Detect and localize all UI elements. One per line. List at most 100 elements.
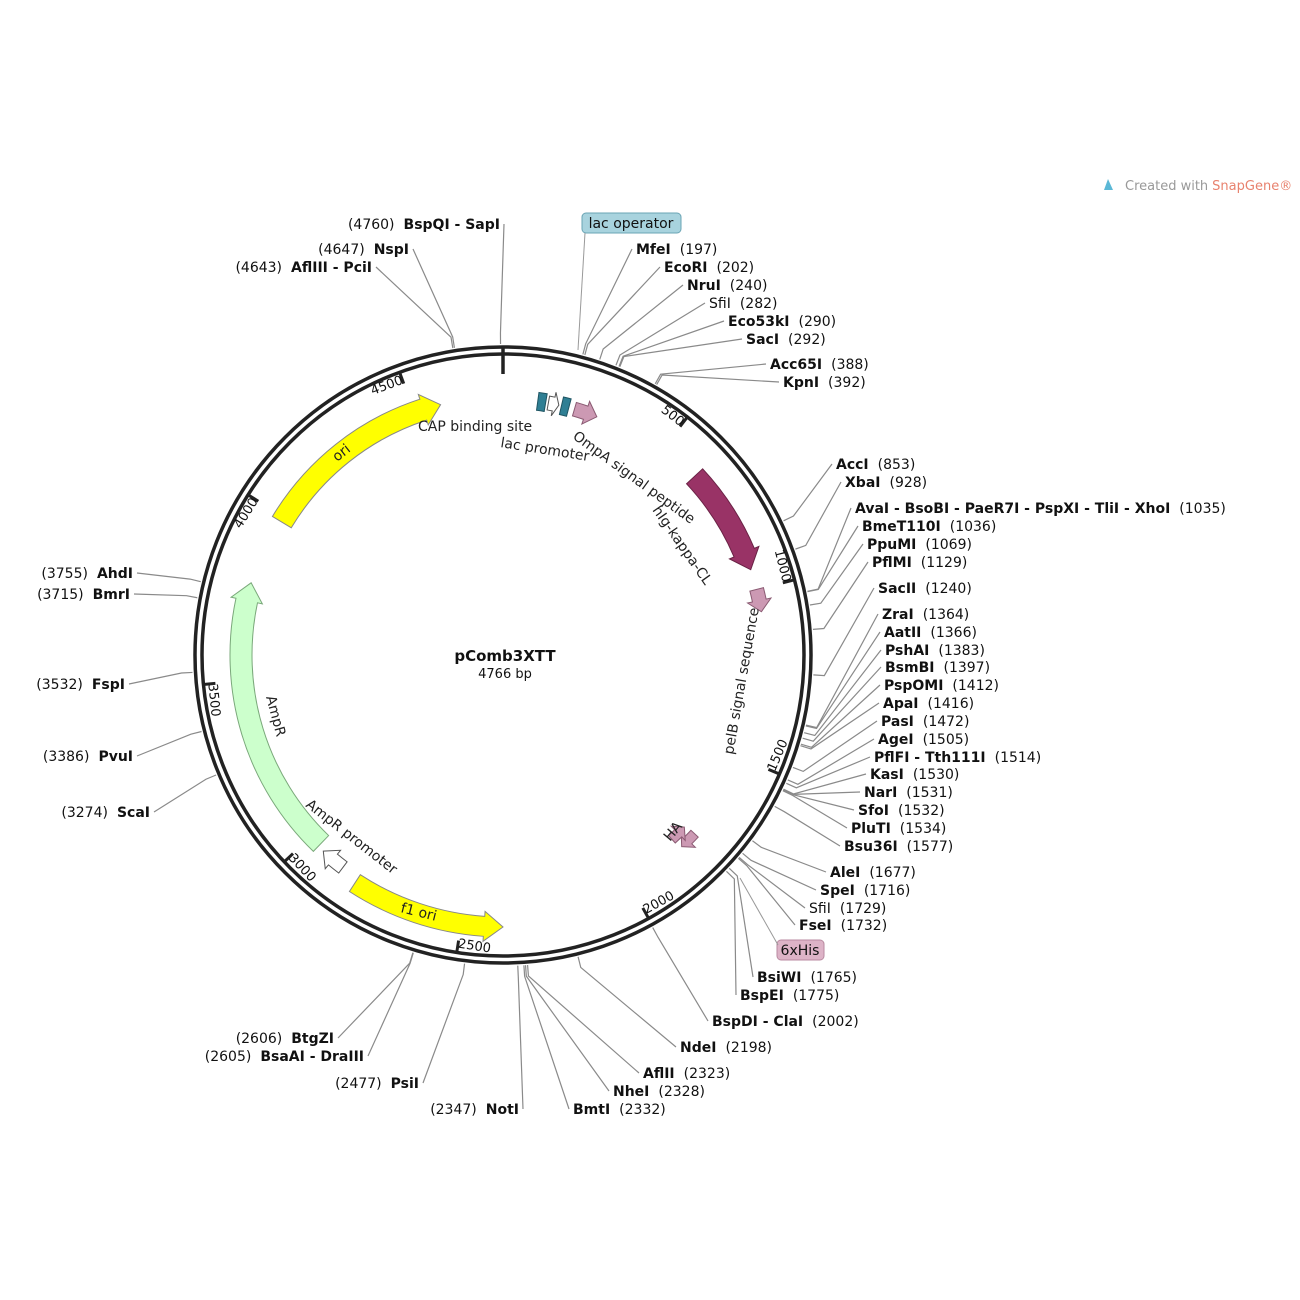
site-label: NruI (240) (687, 278, 767, 294)
site-name: SfiI (709, 296, 731, 312)
site-name: AflII (643, 1066, 675, 1082)
restriction-site: NdeI (2198) (680, 1040, 772, 1056)
restriction-site: SpeI (1716) (820, 883, 910, 899)
restriction-site: SacII (1240) (878, 581, 972, 597)
site-position: (292) (788, 332, 826, 348)
restriction-site: PshAI (1383) (885, 643, 985, 659)
site-label: Bsu36I (1577) (844, 839, 953, 855)
site-position: (1416) (928, 696, 975, 712)
site-connector (499, 223, 505, 345)
site-label: PshAI (1383) (885, 643, 985, 659)
site-position: (1240) (925, 581, 972, 597)
site-position: (1035) (1179, 501, 1226, 517)
restriction-site: (2605) BsaAI - DraIII (205, 1049, 364, 1065)
site-connector (619, 338, 743, 367)
watermark: Created with SnapGene® (1104, 179, 1292, 194)
site-position: (290) (798, 314, 836, 330)
site-label: PasI (1472) (881, 714, 969, 730)
restriction-site: PflFI - Tth111I (1514) (874, 750, 1041, 766)
site-name: BsiWI (757, 970, 801, 986)
site-connector (412, 248, 456, 348)
site-name: BmtI (573, 1102, 610, 1118)
restriction-site: AflII (2323) (643, 1066, 730, 1082)
site-name: Acc65I (770, 357, 822, 373)
site-connector (367, 952, 414, 1057)
site-name: NdeI (680, 1040, 716, 1056)
site-position: (2332) (619, 1102, 666, 1118)
site-label: (2477) PsiI (335, 1076, 419, 1092)
site-position: (1412) (952, 678, 999, 694)
site-name: AleI (830, 865, 860, 881)
site-connector (752, 840, 827, 873)
site-position: (2002) (812, 1014, 859, 1030)
feature-label: CAP binding site (418, 419, 532, 435)
restriction-site: PspOMI (1412) (884, 678, 999, 694)
site-position: (1729) (840, 901, 887, 917)
site-label: AflII (2323) (643, 1066, 730, 1082)
feature-tag: lac operator (589, 216, 674, 232)
site-connector (618, 320, 725, 367)
site-connector (802, 666, 882, 742)
site-name: BspDI - ClaI (712, 1014, 803, 1030)
site-labels: (4760) BspQI - SapI (4647) NspI (4643) AflIII… (36, 217, 1226, 1118)
site-label: XbaI (928) (845, 475, 927, 491)
feature-arrow (558, 396, 572, 417)
site-position: (1530) (913, 767, 960, 783)
site-connector (800, 702, 880, 750)
site-position: (853) (878, 457, 916, 473)
site-label: NarI (1531) (864, 785, 953, 801)
site-label: BspDI - ClaI (2002) (712, 1014, 859, 1030)
feature-arrow (667, 825, 686, 844)
site-name: PpuMI (867, 537, 916, 553)
feature-arrow (535, 391, 548, 413)
site-name: BsmBI (885, 660, 934, 676)
site-name: KpnI (783, 375, 819, 391)
site-position: (1514) (995, 750, 1042, 766)
restriction-site: SacI (292) (746, 332, 826, 348)
site-label: PspOMI (1412) (884, 678, 999, 694)
site-position: (3715) (37, 587, 84, 603)
site-position: (2606) (236, 1031, 283, 1047)
site-position: (1775) (793, 988, 840, 1004)
site-connector (803, 649, 882, 737)
site-position: (1677) (869, 865, 916, 881)
site-label: (4647) NspI (318, 242, 409, 258)
site-position: (282) (740, 296, 778, 312)
site-position: (1472) (923, 714, 970, 730)
site-position: (240) (730, 278, 768, 294)
restriction-site: AatII (1366) (884, 625, 977, 641)
site-label: BsmBI (1397) (885, 660, 990, 676)
site-position: (4760) (348, 217, 395, 233)
site-position: (3755) (41, 566, 88, 582)
site-name: SacI (746, 332, 779, 348)
tick-mark (204, 681, 216, 686)
site-label: SacI (292) (746, 332, 826, 348)
restriction-site: (3715) BmrI (37, 587, 130, 603)
site-label: (4643) AflIII - PciI (235, 260, 372, 276)
site-connector (654, 363, 767, 385)
site-position: (202) (716, 260, 754, 276)
site-label: (3274) ScaI (61, 805, 150, 821)
site-label: (2605) BsaAI - DraIII (205, 1049, 364, 1065)
restriction-site: AgeI (1505) (878, 732, 969, 748)
site-position: (1531) (906, 785, 953, 801)
site-name: Eco53kI (728, 314, 789, 330)
site-name: SacII (878, 581, 916, 597)
restriction-site: (3755) AhdI (41, 566, 133, 582)
site-connector (375, 266, 454, 349)
site-label: (2606) BtgZI (236, 1031, 334, 1047)
restriction-site: PasI (1472) (881, 714, 969, 730)
site-connector (652, 927, 709, 1022)
site-label: KasI (1530) (870, 767, 959, 783)
restriction-site: (4647) NspI (318, 242, 409, 258)
restriction-site: BmtI (2332) (573, 1102, 666, 1118)
restriction-site: ZraI (1364) (882, 607, 969, 623)
site-name: PflFI - Tth111I (874, 750, 986, 766)
site-name: PflMI (872, 555, 912, 571)
site-label: PpuMI (1069) (867, 537, 972, 553)
feature-arrow (271, 393, 442, 529)
site-connector (523, 965, 570, 1110)
site-label: AatII (1366) (884, 625, 977, 641)
site-position: (4647) (318, 242, 365, 258)
site-position: (3386) (43, 749, 90, 765)
